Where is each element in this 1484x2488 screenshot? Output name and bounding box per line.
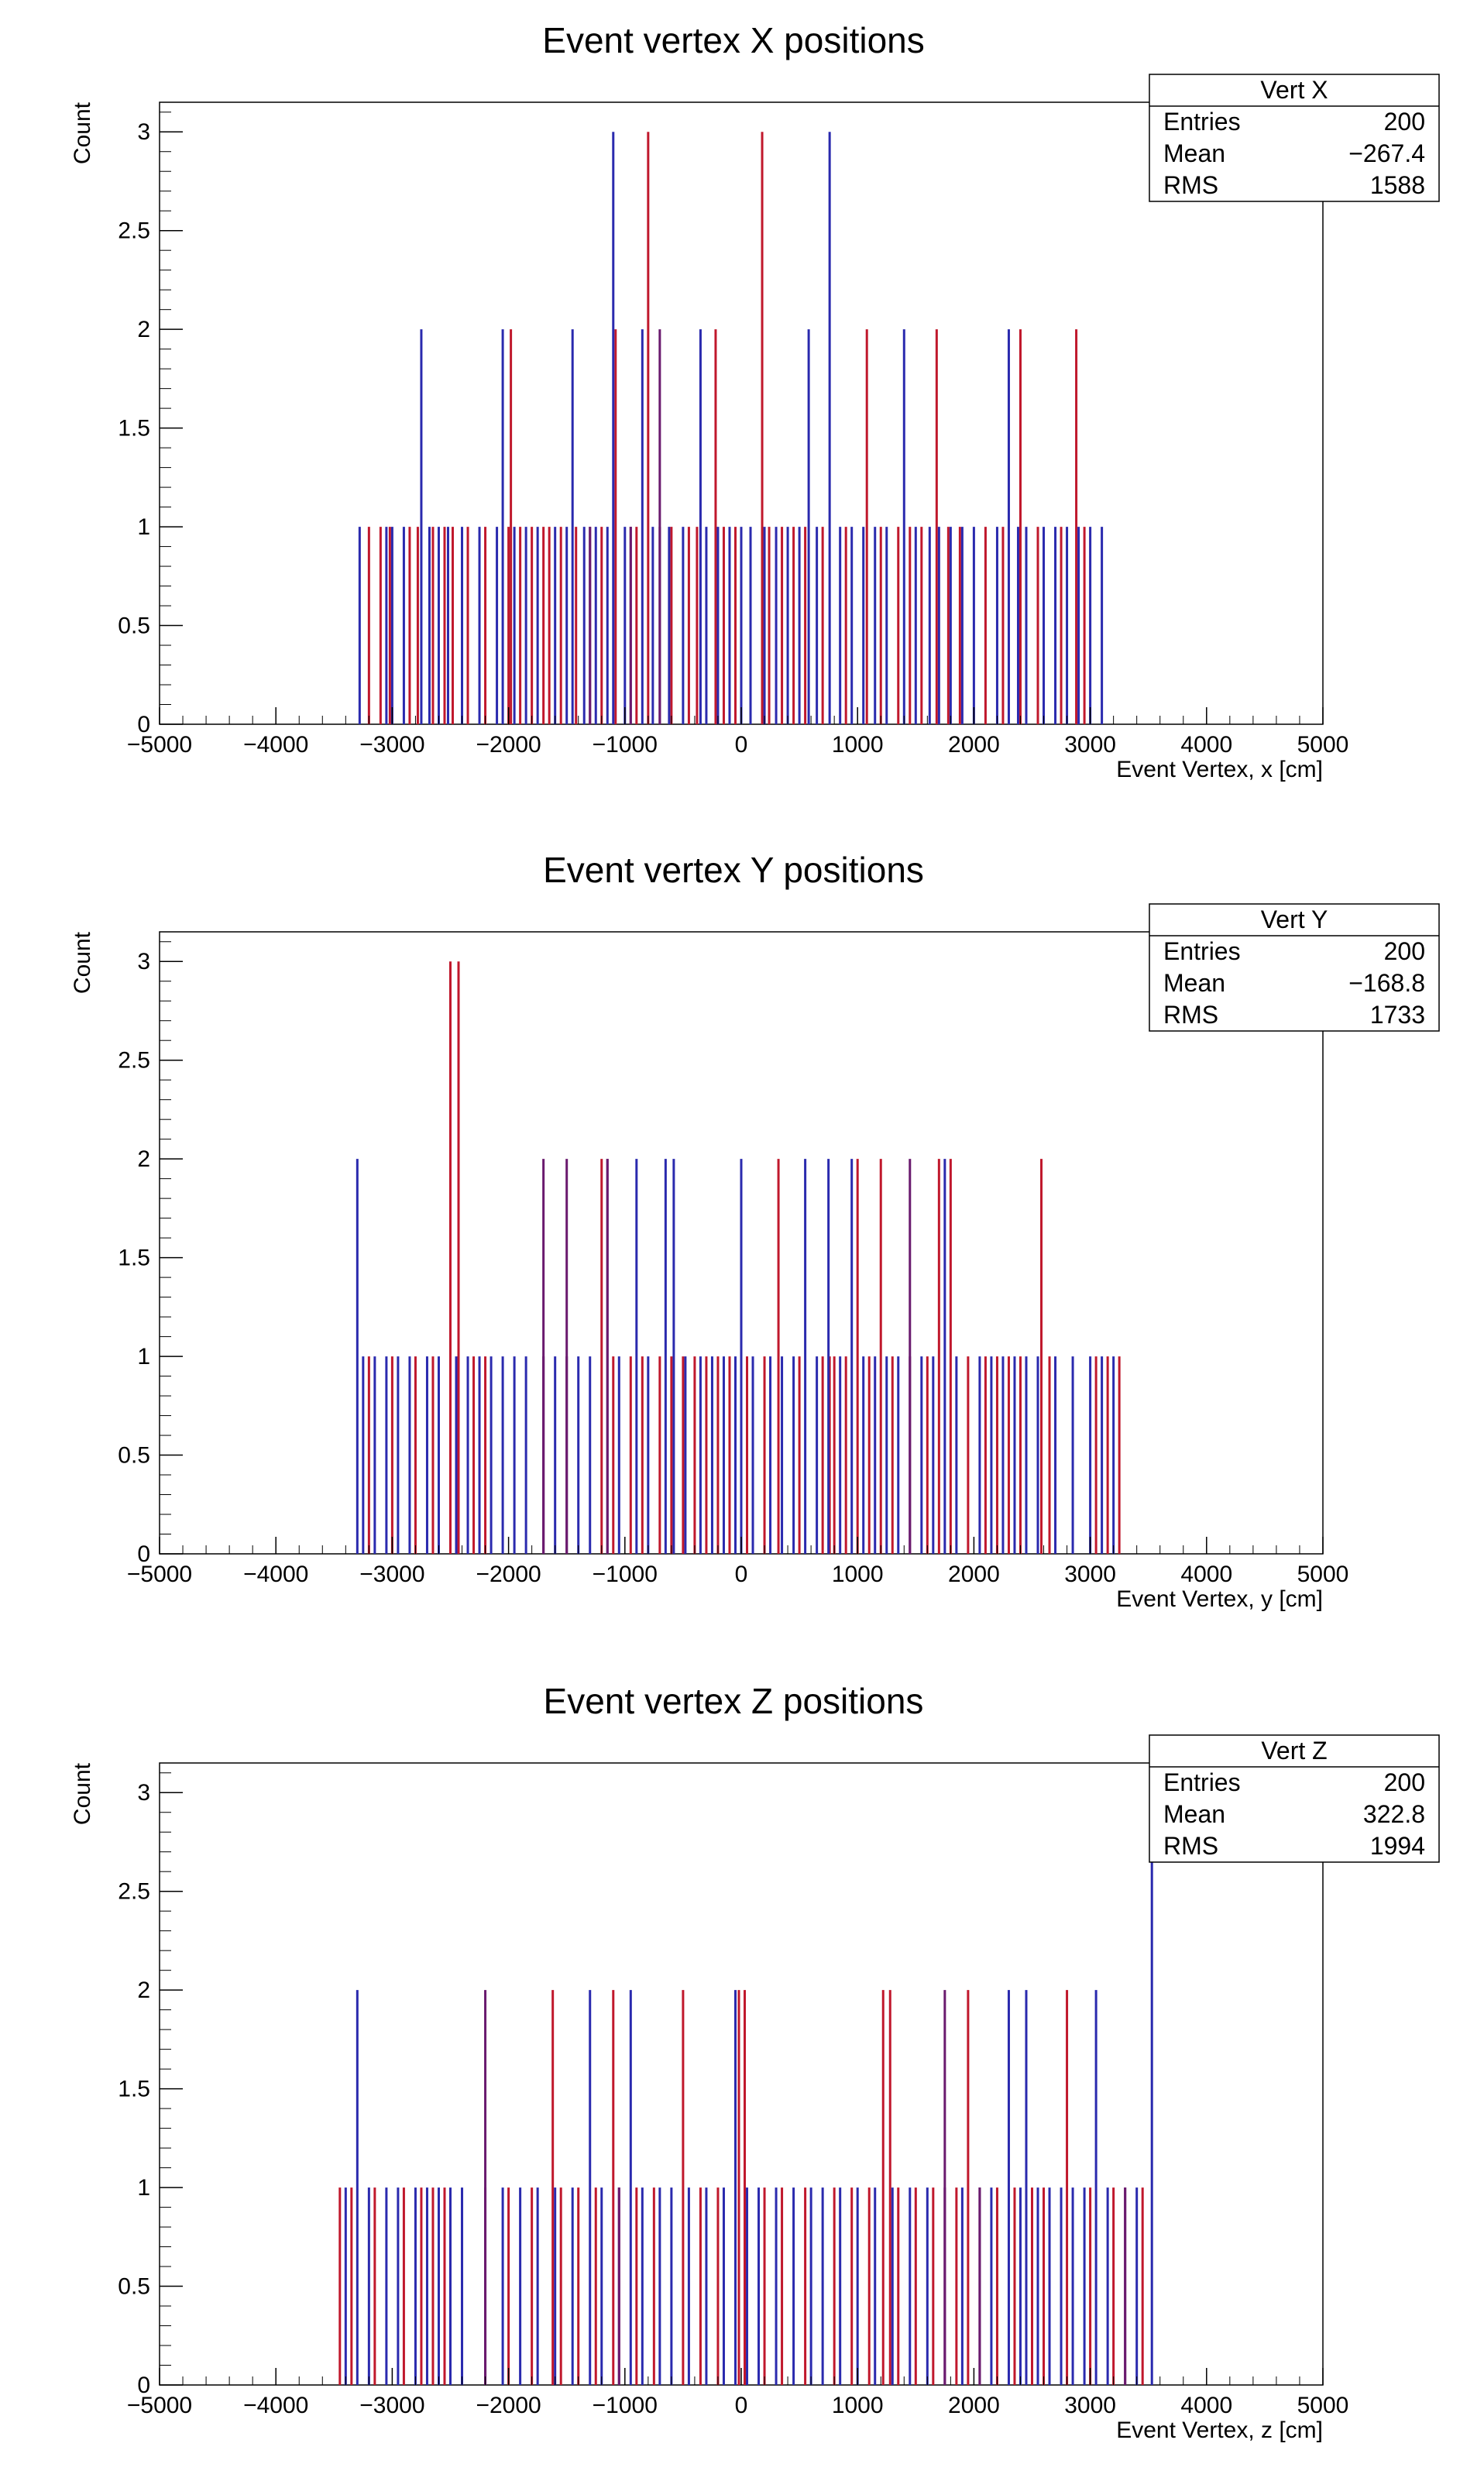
x-tick-label: −4000	[243, 1562, 308, 1587]
chart-title: Event vertex X positions	[542, 20, 924, 60]
y-tick-label: 3	[137, 949, 150, 974]
chart-title: Event vertex Y positions	[543, 850, 924, 890]
y-tick-label: 2.5	[118, 1048, 150, 1074]
stats-name: Vert X	[1260, 76, 1328, 104]
stats-value: 200	[1384, 1768, 1425, 1796]
chart-panel-y: Event vertex Y positions −5000 −4000 −3000 −…	[70, 850, 1440, 1612]
x-tick-label: 4000	[1180, 732, 1232, 758]
y-tick-label: 1.5	[118, 2077, 150, 2102]
x-axis-title: Event Vertex, x [cm]	[1116, 757, 1323, 782]
x-tick-label: −5000	[127, 732, 192, 758]
y-tick-label: 0.5	[118, 1443, 150, 1469]
x-tick-label: 5000	[1297, 732, 1349, 758]
x-tick-label: −3000	[359, 732, 424, 758]
x-tick-label: 5000	[1297, 1562, 1349, 1587]
stats-label: RMS	[1163, 1832, 1218, 1860]
x-tick-label: −3000	[359, 2393, 424, 2418]
stats-value: 1733	[1370, 1001, 1425, 1029]
x-tick-label: −5000	[127, 2393, 192, 2418]
stats-value: 322.8	[1363, 1800, 1425, 1828]
x-axis-title: Event Vertex, z [cm]	[1116, 2418, 1323, 2443]
x-tick-label: 0	[735, 2393, 748, 2418]
x-tick-label: 5000	[1297, 2393, 1349, 2418]
x-tick-label: −1000	[593, 1562, 658, 1587]
y-tick-label: 2.5	[118, 218, 150, 244]
y-tick-label: 0.5	[118, 613, 150, 639]
x-tick-label: 1000	[832, 732, 884, 758]
x-tick-label: −2000	[476, 732, 541, 758]
x-tick-label: 0	[735, 1562, 748, 1587]
x-tick-label: −5000	[127, 1562, 192, 1587]
stats-name: Vert Z	[1261, 1737, 1327, 1765]
y-tick-label: 1.5	[118, 1246, 150, 1271]
chart-title: Event vertex Z positions	[544, 1681, 924, 1721]
stats-label: Mean	[1163, 969, 1225, 997]
stats-name: Vert Y	[1261, 906, 1328, 933]
stats-label: Entries	[1163, 1768, 1241, 1796]
x-tick-label: 1000	[832, 2393, 884, 2418]
x-tick-label: −3000	[359, 1562, 424, 1587]
y-tick-label: 1.5	[118, 416, 150, 442]
y-tick-label: 2	[137, 317, 150, 342]
y-axis-title: Count	[70, 1762, 95, 1825]
chart-panel-x: Event vertex X positions −5000 −4000 −3000 −…	[70, 20, 1440, 782]
x-tick-label: −2000	[476, 1562, 541, 1587]
stats-box	[1149, 903, 1440, 1032]
stats-value: −267.4	[1348, 139, 1425, 167]
x-tick-label: −4000	[243, 2393, 308, 2418]
stats-label: Entries	[1163, 937, 1241, 965]
y-axis-title: Count	[70, 931, 95, 994]
y-tick-label: 0	[137, 2373, 150, 2398]
stats-value: 1588	[1370, 171, 1425, 199]
stats-value: 200	[1384, 937, 1425, 965]
x-tick-label: −4000	[243, 732, 308, 758]
x-tick-label: −1000	[593, 732, 658, 758]
stats-label: RMS	[1163, 171, 1218, 199]
x-tick-label: 2000	[948, 2393, 1000, 2418]
y-tick-label: 0	[137, 1541, 150, 1567]
x-tick-label: −1000	[593, 2393, 658, 2418]
stats-box	[1149, 74, 1440, 202]
y-tick-label: 1	[137, 514, 150, 540]
stats-label: Mean	[1163, 139, 1225, 167]
stats-label: RMS	[1163, 1001, 1218, 1029]
x-tick-label: 1000	[832, 1562, 884, 1587]
y-tick-label: 0.5	[118, 2274, 150, 2300]
y-tick-label: 2	[137, 1146, 150, 1172]
x-tick-label: 2000	[948, 732, 1000, 758]
y-tick-label: 1	[137, 1344, 150, 1369]
x-tick-label: 0	[735, 732, 748, 758]
y-tick-label: 3	[137, 119, 150, 145]
y-tick-label: 3	[137, 1780, 150, 1806]
stats-box	[1149, 1734, 1440, 1863]
x-tick-label: 4000	[1180, 1562, 1232, 1587]
y-tick-label: 0	[137, 712, 150, 737]
stats-value: −168.8	[1348, 969, 1425, 997]
y-axis-title: Count	[70, 101, 95, 164]
stats-label: Mean	[1163, 1800, 1225, 1828]
x-tick-label: 3000	[1064, 1562, 1116, 1587]
plot-frame	[159, 1762, 1324, 2386]
y-tick-label: 2.5	[118, 1879, 150, 1905]
y-tick-label: 2	[137, 1978, 150, 2003]
y-tick-label: 1	[137, 2175, 150, 2201]
stats-value: 1994	[1370, 1832, 1425, 1860]
x-tick-label: 3000	[1064, 732, 1116, 758]
stats-label: Entries	[1163, 108, 1241, 136]
x-tick-label: −2000	[476, 2393, 541, 2418]
x-axis-title: Event Vertex, y [cm]	[1116, 1586, 1323, 1612]
x-tick-label: 4000	[1180, 2393, 1232, 2418]
x-tick-label: 3000	[1064, 2393, 1116, 2418]
chart-panel-z: Event vertex Z positions −5000 −4000 −3000 −…	[70, 1681, 1440, 2443]
stats-value: 200	[1384, 108, 1425, 136]
x-tick-label: 2000	[948, 1562, 1000, 1587]
